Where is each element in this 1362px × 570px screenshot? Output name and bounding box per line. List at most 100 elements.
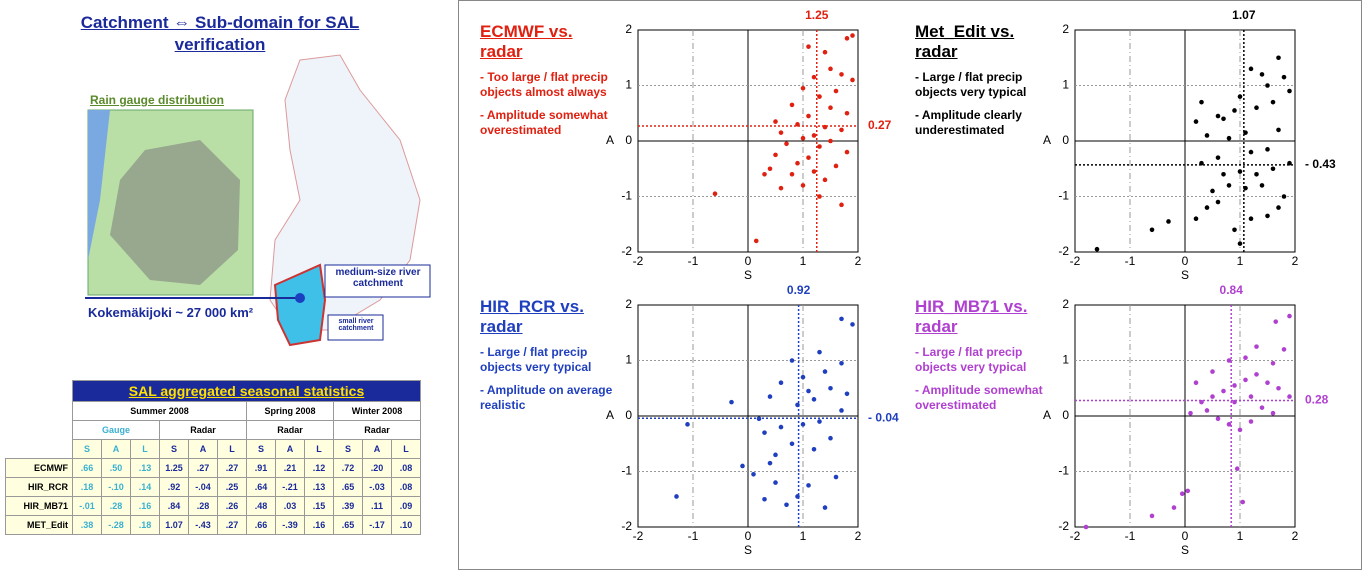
- point: [817, 144, 822, 149]
- point: [1185, 488, 1191, 494]
- cell: .18: [72, 477, 102, 497]
- point: [1226, 183, 1232, 188]
- chart-note: - Amplitude somewhat overestimated: [915, 383, 1043, 412]
- cell: 1.25: [159, 458, 189, 478]
- point: [789, 358, 795, 363]
- y-tick-label: 0: [1062, 408, 1069, 422]
- y-axis-label: A: [606, 408, 614, 422]
- x-axis-label: S: [744, 268, 752, 282]
- point: [828, 138, 833, 144]
- point: [811, 397, 817, 402]
- y-tick-label: 1: [1062, 78, 1069, 92]
- point: [751, 471, 756, 477]
- table-row: Gauge Radar Radar Radar: [6, 420, 421, 440]
- point: [1287, 88, 1292, 94]
- chart-note: - Amplitude clearly underestimated: [915, 108, 1022, 137]
- point: [806, 388, 811, 394]
- y-axis-label: A: [1043, 133, 1051, 147]
- y-axis-label: A: [606, 133, 614, 147]
- point: [1248, 419, 1254, 424]
- x-tick-label: 1: [1237, 254, 1244, 268]
- point: [762, 430, 767, 435]
- point: [833, 88, 839, 94]
- point: [822, 124, 828, 130]
- point: [1259, 405, 1265, 410]
- cell: .08: [391, 477, 421, 497]
- point: [1204, 408, 1210, 413]
- chart-text: Met_Edit vs. radar - Large / flat precip …: [915, 22, 1065, 138]
- point: [850, 77, 855, 83]
- chart-note: - Amplitude somewhat overestimated: [480, 108, 608, 137]
- x-tick-label: -1: [1125, 254, 1136, 268]
- label-box: [327, 314, 384, 341]
- point: [1226, 358, 1232, 363]
- point: [811, 133, 817, 138]
- point: [1265, 147, 1270, 152]
- point: [817, 94, 822, 99]
- point: [806, 155, 811, 160]
- point: [1149, 513, 1155, 519]
- point: [839, 127, 844, 133]
- y-tick-label: 0: [1062, 133, 1069, 147]
- x-tick-label: 0: [745, 254, 752, 268]
- chart-note: - Large / flat precip objects very typic…: [915, 345, 1027, 374]
- point: [1232, 399, 1237, 405]
- x-tick-label: 2: [855, 254, 862, 268]
- y-tick-label: 2: [1062, 22, 1069, 36]
- point: [1199, 160, 1204, 166]
- point: [1270, 410, 1276, 416]
- point: [674, 494, 679, 499]
- point: [1210, 369, 1215, 374]
- y-tick-label: -1: [621, 464, 632, 478]
- cell: .25: [217, 477, 247, 497]
- y-axis-label: A: [1043, 408, 1051, 422]
- x-tick-label: 1: [800, 529, 807, 543]
- cell: -.43: [188, 515, 218, 535]
- point: [1276, 127, 1281, 133]
- river-catchment: [273, 263, 327, 347]
- map-illustration: [85, 54, 431, 347]
- point: [778, 130, 784, 135]
- point: [822, 369, 828, 374]
- point: [817, 419, 822, 424]
- point: [1215, 113, 1221, 119]
- point: [778, 185, 784, 191]
- point: [1149, 227, 1155, 233]
- x-tick-label: 2: [1292, 254, 1299, 268]
- point: [1243, 377, 1248, 383]
- cell: -.28: [101, 515, 131, 535]
- medium-label: medium-size river catchment: [335, 267, 421, 289]
- y-tick-label: 0: [625, 408, 632, 422]
- component: A: [362, 439, 392, 459]
- point: [762, 172, 767, 177]
- chart-title: ECMWF vs. radar: [480, 22, 573, 61]
- point: [762, 496, 767, 502]
- cell: .28: [101, 496, 131, 516]
- point: [789, 441, 795, 447]
- cell: .28: [188, 496, 218, 516]
- cell: .11: [362, 496, 392, 516]
- x-axis-label: S: [744, 543, 752, 557]
- x-axis-label: S: [1181, 268, 1189, 282]
- point: [839, 408, 844, 413]
- point: [1276, 55, 1281, 61]
- point: [817, 194, 822, 199]
- point: [1287, 394, 1292, 399]
- point: [828, 385, 833, 391]
- point: [817, 349, 822, 355]
- x-tick-label: 0: [1182, 529, 1189, 543]
- point: [1287, 160, 1292, 166]
- point: [1215, 155, 1221, 160]
- cell: .64: [246, 477, 276, 497]
- point: [1270, 360, 1276, 366]
- cell: .26: [217, 496, 247, 516]
- stats-table: SAL aggregated seasonal statistics Summer…: [5, 380, 421, 535]
- point: [784, 502, 789, 508]
- cell: -.21: [275, 477, 305, 497]
- cell: .18: [130, 515, 160, 535]
- small-label: small river catchment: [338, 318, 374, 332]
- point: [784, 141, 789, 147]
- point: [1237, 169, 1243, 174]
- chart-title: HIR_RCR vs. radar: [480, 297, 584, 336]
